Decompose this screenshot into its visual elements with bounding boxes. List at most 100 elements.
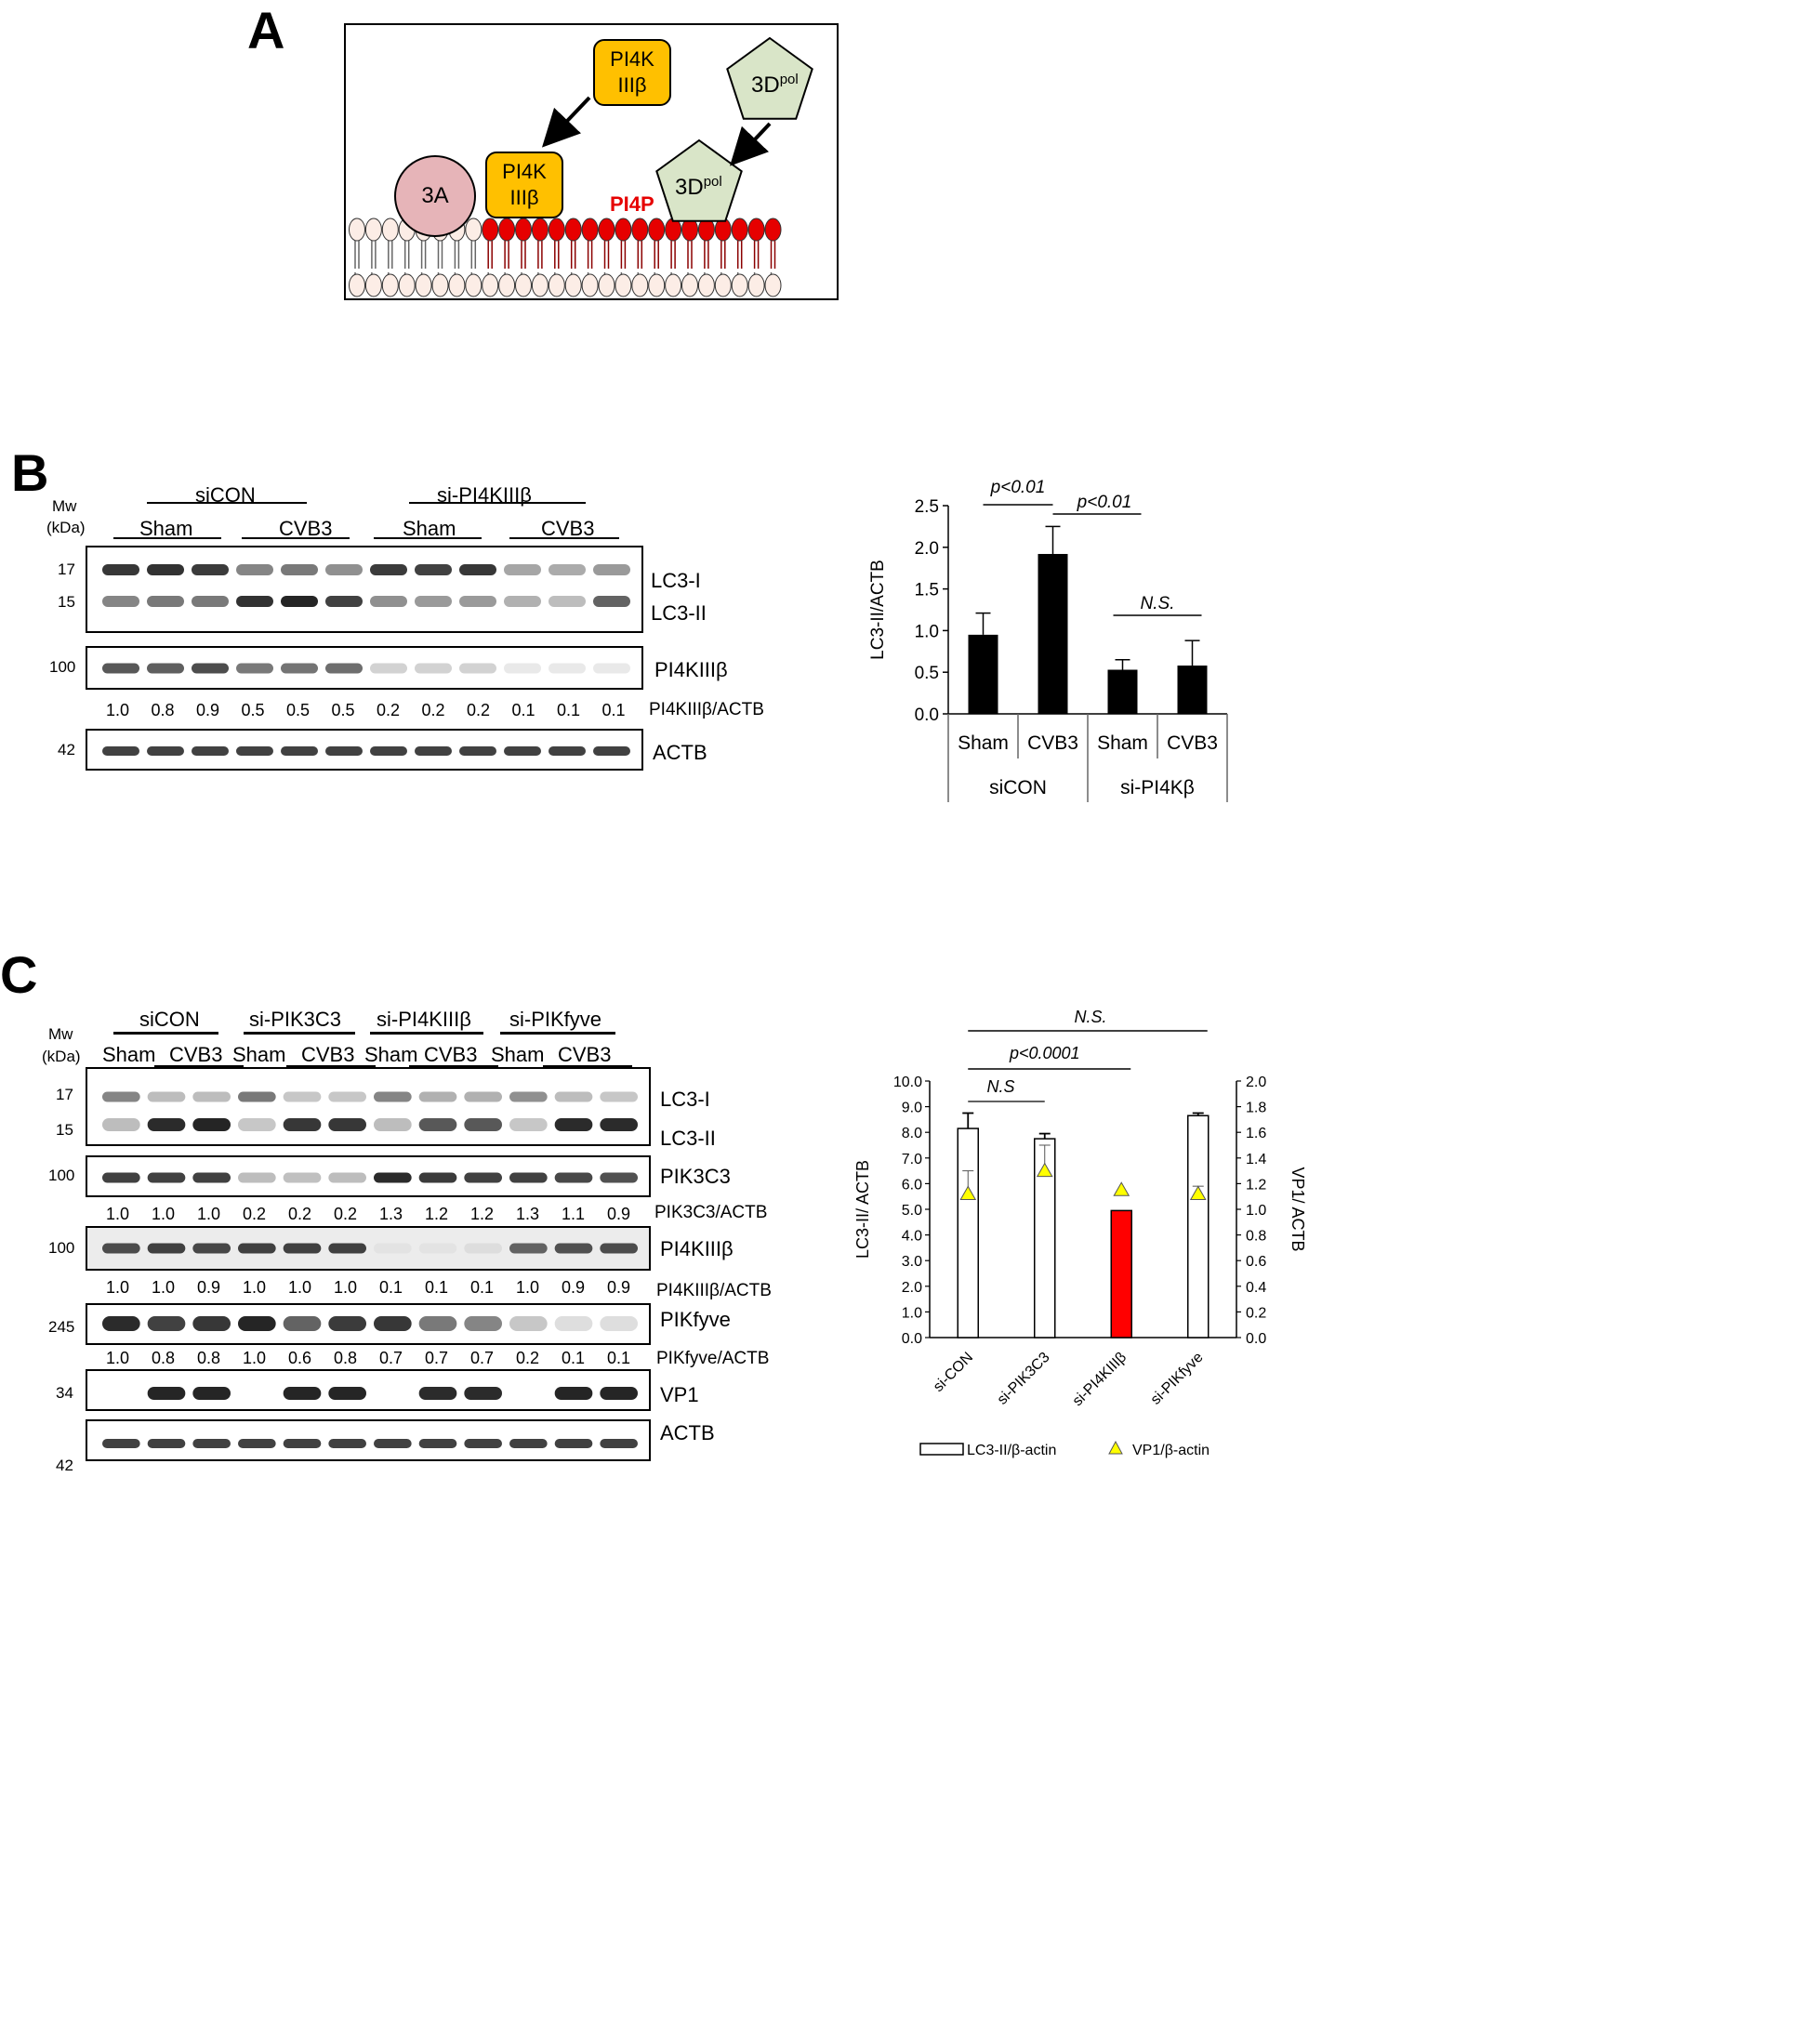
actb-band xyxy=(238,1439,276,1448)
lipid-head-top xyxy=(731,218,748,242)
y-tick-label-left: 10.0 xyxy=(893,1075,922,1090)
pikfyve-ratio-label-c: PIKfyve/ACTB xyxy=(656,1349,770,1368)
lipid-head-bottom xyxy=(615,273,632,297)
lipid-head-bottom xyxy=(465,273,482,297)
pi4k-box-bound: PI4K IIIβ xyxy=(485,152,563,218)
lc3-i-band xyxy=(238,1091,276,1102)
mw-42-b: 42 xyxy=(58,741,75,758)
blot-actb-b xyxy=(86,729,643,771)
ratio-value-c: 0.7 xyxy=(470,1349,495,1367)
lc3-i-band xyxy=(192,564,229,575)
lc3-i-label-b: LC3-I xyxy=(651,569,701,592)
lipid-head-bottom xyxy=(681,273,698,297)
pi4k-band xyxy=(236,663,273,674)
legend-swatch-vp1 xyxy=(1108,1440,1123,1455)
x-tick-label: si-PIK3C3 xyxy=(995,1350,1053,1408)
actb-band xyxy=(192,1439,231,1448)
lc3-ii-band xyxy=(102,596,139,607)
ratio-value-c: 1.0 xyxy=(243,1278,267,1297)
ratio-value-c: 0.9 xyxy=(607,1278,631,1297)
lc3-ii-band xyxy=(374,1118,412,1131)
actb-band xyxy=(236,746,273,756)
sham-label-c: Sham xyxy=(102,1043,156,1066)
sig-label: p<0.0001 xyxy=(1009,1044,1080,1062)
pi4k-label-b: PI4KIIIβ xyxy=(654,658,728,681)
pi4k-top-line1: PI4K xyxy=(610,47,654,71)
pi4k-band xyxy=(147,663,184,674)
actb-band xyxy=(459,746,496,756)
lipid-head-top xyxy=(581,218,599,242)
lipid-head-bottom xyxy=(581,273,599,297)
ratio-value-c: 1.0 xyxy=(243,1349,267,1367)
lipid-head-bottom xyxy=(415,273,432,297)
pi4k-top-line2: IIIβ xyxy=(617,73,647,97)
vp1-band xyxy=(464,1387,502,1400)
mw-100a-c: 100 xyxy=(48,1167,75,1184)
lipid-head-bottom xyxy=(515,273,532,297)
lc3-ii-band xyxy=(328,1118,366,1131)
y-tick-label-right: 0.6 xyxy=(1246,1254,1266,1270)
ratio-value-c: 1.0 xyxy=(288,1278,312,1297)
cvb3-underline-c xyxy=(286,1065,376,1067)
lc3-ii-band xyxy=(549,596,586,607)
lipid-head-bottom xyxy=(364,273,382,297)
lc3-ii-band xyxy=(554,1118,593,1131)
actb-band xyxy=(374,1439,412,1448)
y-tick-label-left: 3.0 xyxy=(902,1254,922,1270)
bar xyxy=(1038,553,1068,714)
pik3c3-band xyxy=(238,1172,276,1183)
y-tick-label: 1.5 xyxy=(915,581,939,600)
marker-vp1 xyxy=(1036,1162,1053,1178)
lipid-head-bottom xyxy=(431,273,449,297)
lipid-head-top xyxy=(564,218,582,242)
lc3-ii-band xyxy=(281,596,318,607)
y-tick-label-right: 1.6 xyxy=(1246,1126,1266,1141)
chart-b-plot: 0.0 0.5 1.0 1.5 2.0 2.5 LC3-II/ACTB Sham CVB3 Sha… xyxy=(868,478,1228,802)
blot-pik3c3-c xyxy=(86,1155,651,1197)
cvb3-label-c: CVB3 xyxy=(558,1043,612,1066)
vp1-band xyxy=(554,1387,593,1400)
blot-pi4k-c xyxy=(86,1226,651,1271)
lipid-head-top xyxy=(498,218,516,242)
cvb3-label-b1: CVB3 xyxy=(279,517,333,540)
y-tick-label-right: 1.4 xyxy=(1246,1152,1266,1167)
cvb3-label-c: CVB3 xyxy=(301,1043,355,1066)
y-tick-label-left: 7.0 xyxy=(902,1152,922,1167)
y-axis-label: LC3-II/ACTB xyxy=(868,560,888,660)
y-axis-label-right: VP1/ ACTB xyxy=(1289,1167,1307,1251)
y-tick-label-left: 5.0 xyxy=(902,1203,922,1219)
pi4k-band xyxy=(509,1243,548,1254)
vp1-band xyxy=(418,1387,457,1400)
x-tick-label: CVB3 xyxy=(1027,732,1078,754)
lc3-ii-label-b: LC3-II xyxy=(651,601,707,625)
pikfyve-label-c: PIKfyve xyxy=(660,1308,731,1331)
pikfyve-band xyxy=(374,1316,412,1331)
protein-3a-label: 3A xyxy=(421,183,449,208)
ratio-value-c: 0.1 xyxy=(425,1278,449,1297)
blot-lc3-b xyxy=(86,546,643,633)
blot-lc3-c xyxy=(86,1067,651,1146)
cvb3-label-c: CVB3 xyxy=(169,1043,223,1066)
lc3-ii-band xyxy=(509,1118,548,1131)
pikfyve-band xyxy=(509,1316,548,1331)
ratio-value-c: 0.2 xyxy=(516,1349,540,1367)
group-label-sipi4k-b: si-PI4KIIIβ xyxy=(437,483,532,507)
pi4k-band xyxy=(147,1243,186,1254)
lipid-head-bottom xyxy=(648,273,666,297)
lc3-i-band xyxy=(374,1091,412,1102)
sham-label-c: Sham xyxy=(364,1043,418,1066)
lc3-ii-band xyxy=(325,596,363,607)
ratio-value-c: 1.2 xyxy=(470,1205,495,1223)
ratio-value-c: 0.1 xyxy=(562,1349,586,1367)
group-label-c: si-PIK3C3 xyxy=(249,1008,342,1031)
mw-title-b: Mw xyxy=(52,497,77,515)
sig-label: N.S. xyxy=(1141,594,1175,613)
mw-100-b: 100 xyxy=(49,658,76,676)
lc3-ii-band xyxy=(236,596,273,607)
lc3-i-band xyxy=(147,564,184,575)
lipid-head-bottom xyxy=(448,273,466,297)
pikfyve-band xyxy=(600,1316,638,1331)
actb-band xyxy=(147,1439,186,1448)
ratio-value-b: 0.1 xyxy=(511,701,535,719)
lc3-ii-label-c: LC3-II xyxy=(660,1127,716,1150)
